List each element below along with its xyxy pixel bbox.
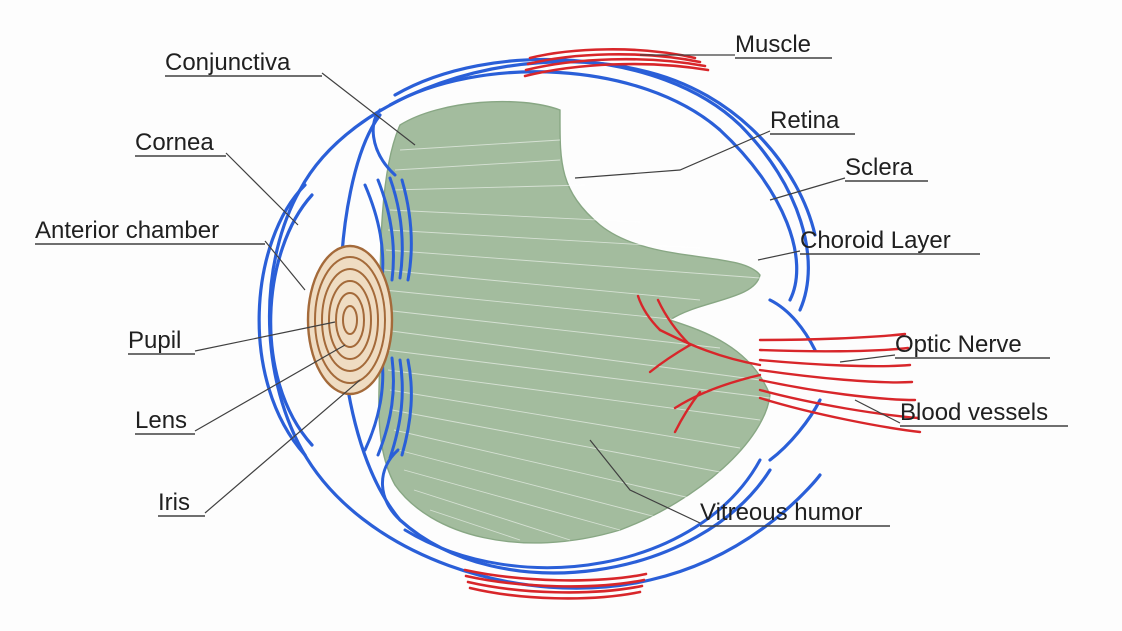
leader-choroid (758, 251, 800, 260)
lens (308, 246, 392, 394)
label-pupil: Pupil (128, 327, 181, 354)
vitreous-humor (379, 102, 770, 543)
label-conjunctiva: Conjunctiva (165, 49, 291, 76)
leader-cornea (226, 153, 298, 225)
leader-optic (840, 355, 895, 362)
leader-sclera (770, 178, 845, 200)
leader-lens (195, 345, 345, 431)
label-cornea: Cornea (135, 129, 214, 156)
eye-diagram: Muscle Conjunctiva Retina Cornea Sclera Anter… (0, 0, 1122, 631)
label-optic: Optic Nerve (895, 331, 1022, 358)
label-choroid: Choroid Layer (800, 227, 951, 254)
label-vitreous: Vitreous humor (700, 499, 862, 526)
label-lens: Lens (135, 407, 187, 434)
leader-retina (575, 131, 770, 178)
label-iris: Iris (158, 489, 190, 516)
label-muscle: Muscle (735, 31, 811, 58)
label-sclera: Sclera (845, 154, 914, 181)
label-retina: Retina (770, 107, 840, 134)
label-anterior: Anterior chamber (35, 217, 219, 244)
label-blood: Blood vessels (900, 399, 1048, 426)
